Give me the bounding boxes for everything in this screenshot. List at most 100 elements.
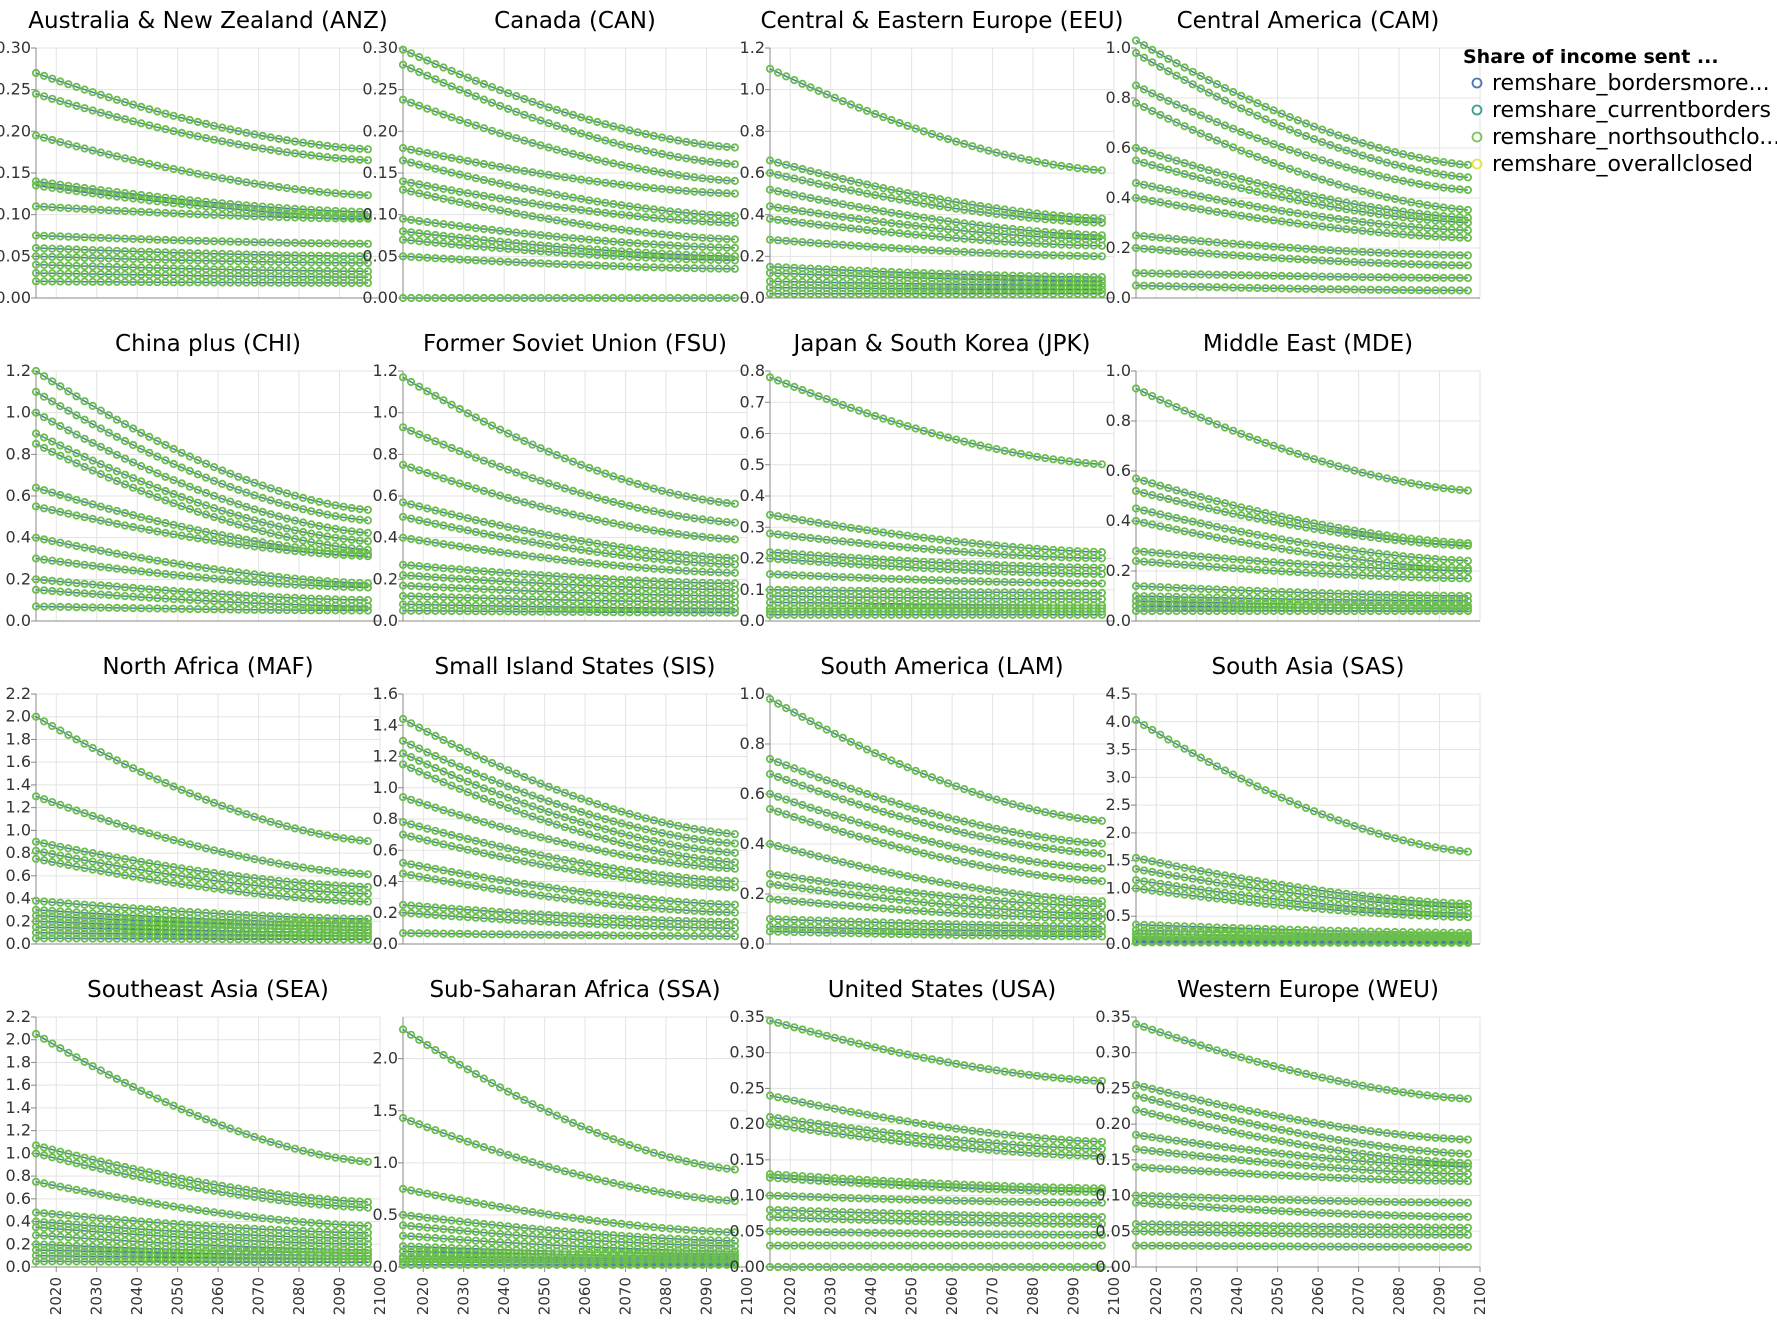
- data-point: [455, 155, 464, 164]
- data-point: [72, 277, 81, 286]
- y-tick-label: 0.05: [362, 246, 398, 265]
- data-point: [88, 205, 97, 214]
- data-point: [576, 113, 586, 122]
- y-tick-label: 0.5: [740, 455, 765, 474]
- data-point: [585, 115, 594, 124]
- data-point: [48, 252, 57, 261]
- data-point: [487, 126, 497, 135]
- data-point: [593, 155, 602, 164]
- data-point: [665, 169, 675, 178]
- data-point: [447, 66, 456, 76]
- data-point: [323, 141, 332, 150]
- series-line: [402, 464, 735, 541]
- data-point: [423, 162, 432, 171]
- data-point: [96, 148, 105, 157]
- data-point: [585, 176, 594, 185]
- data-point: [601, 120, 610, 129]
- data-point: [64, 245, 73, 254]
- data-point: [169, 248, 178, 257]
- data-point: [355, 278, 364, 288]
- series-0: [1131, 384, 1473, 495]
- data-point: [226, 257, 235, 266]
- series-8: [31, 554, 372, 592]
- data-point: [290, 278, 300, 287]
- y-tick-label: 0.4: [1106, 188, 1131, 207]
- data-point: [169, 278, 178, 287]
- facet-8: North Africa (MAF)0.00.20.40.60.81.01.21…: [6, 654, 381, 953]
- y-tick-label: 0.6: [6, 866, 31, 885]
- data-point: [88, 189, 97, 198]
- data-point: [39, 252, 49, 261]
- data-point: [80, 269, 89, 278]
- data-point: [242, 178, 251, 187]
- data-point: [355, 155, 364, 164]
- data-point: [363, 258, 372, 268]
- data-point: [31, 268, 41, 278]
- data-point: [80, 188, 89, 197]
- y-tick-label: 0.0: [6, 611, 31, 630]
- data-point: [266, 238, 275, 247]
- y-tick-label: 0.30: [0, 38, 31, 57]
- data-point: [641, 183, 650, 192]
- data-point: [690, 187, 699, 196]
- data-point: [315, 206, 324, 215]
- data-point: [112, 206, 122, 215]
- data-point: [698, 140, 707, 149]
- data-point: [512, 134, 521, 143]
- data-point: [471, 158, 480, 167]
- data-point: [145, 191, 154, 200]
- data-point: [48, 179, 57, 188]
- data-point: [72, 232, 81, 242]
- data-point: [169, 209, 178, 218]
- data-point: [331, 153, 340, 163]
- data-point: [698, 174, 707, 183]
- data-point: [544, 103, 553, 112]
- data-point: [323, 258, 332, 267]
- data-point: [80, 253, 89, 262]
- y-tick-label: 1.2: [373, 361, 398, 380]
- data-point: [657, 168, 667, 177]
- series-line: [402, 159, 735, 217]
- data-point: [355, 239, 364, 248]
- data-point: [665, 151, 675, 160]
- data-point: [406, 64, 416, 73]
- data-point: [307, 213, 316, 222]
- data-point: [56, 184, 65, 194]
- data-point: [185, 209, 194, 219]
- data-point: [80, 245, 89, 254]
- data-point: [56, 180, 65, 189]
- data-point: [682, 186, 691, 196]
- data-point: [31, 202, 41, 211]
- data-point: [112, 270, 122, 279]
- data-point: [210, 237, 219, 246]
- data-point: [31, 131, 41, 140]
- data-point: [153, 123, 162, 132]
- data-point: [80, 204, 89, 214]
- data-point: [520, 136, 529, 145]
- y-tick-label: 0.20: [0, 121, 31, 140]
- data-point: [120, 189, 130, 198]
- data-point: [307, 239, 316, 248]
- data-point: [479, 159, 488, 169]
- data-point: [593, 134, 602, 143]
- data-point: [153, 107, 162, 116]
- series-7: [31, 243, 372, 261]
- data-point: [282, 184, 291, 193]
- y-tick-label: 0.0: [373, 611, 398, 630]
- series-1: [31, 89, 372, 165]
- data-point: [64, 204, 73, 213]
- data-point: [398, 60, 408, 69]
- data-point: [439, 110, 448, 119]
- data-point: [479, 95, 488, 104]
- data-point: [201, 119, 211, 129]
- data-point: [145, 235, 154, 244]
- data-point: [495, 179, 505, 188]
- facet-title: Central & Eastern Europe (EEU): [760, 8, 1123, 34]
- data-point: [137, 277, 146, 287]
- data-point: [657, 149, 667, 159]
- data-point: [137, 235, 146, 244]
- data-point: [633, 144, 642, 153]
- data-point: [96, 205, 105, 214]
- y-tick-label: 1.2: [6, 361, 31, 380]
- facet-title: Former Soviet Union (FSU): [423, 331, 727, 357]
